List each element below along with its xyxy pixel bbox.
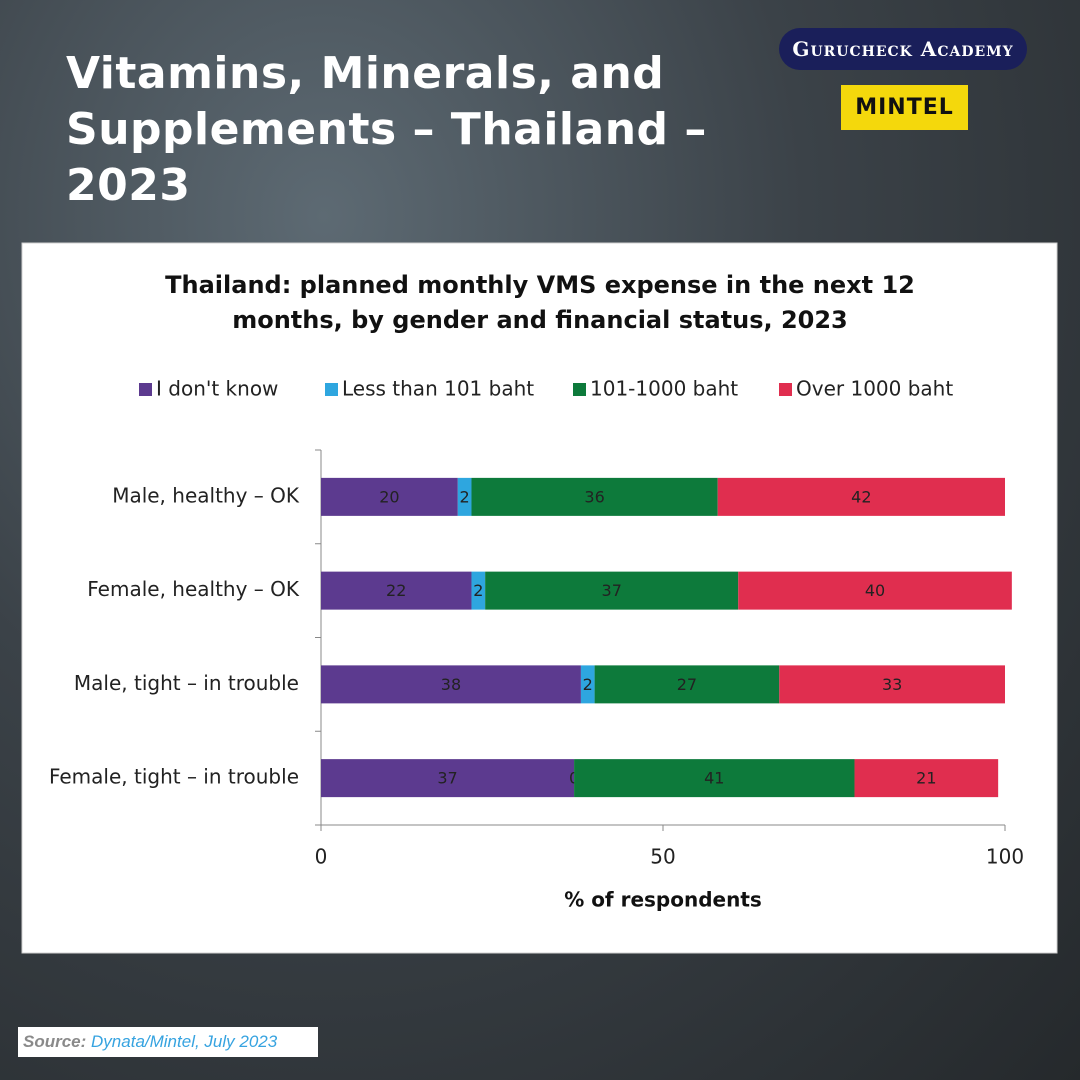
x-tick-label: 100	[986, 845, 1024, 869]
data-label: 40	[865, 581, 885, 600]
data-label: 37	[437, 769, 457, 788]
y-tick-label: Female, tight – in trouble	[49, 765, 299, 789]
legend-swatch	[779, 383, 792, 396]
legend-label: I don't know	[156, 377, 278, 401]
data-label: 20	[379, 487, 399, 506]
data-label: 2	[473, 581, 483, 600]
bar-segment	[471, 477, 718, 516]
legend-label: Less than 101 baht	[342, 377, 534, 401]
data-label: 37	[602, 581, 622, 600]
x-tick-label: 0	[315, 845, 328, 869]
data-label: 27	[677, 675, 697, 694]
data-label: 21	[916, 769, 936, 788]
y-tick-label: Male, healthy – OK	[112, 483, 300, 507]
bar-segment	[779, 665, 1005, 704]
bar-segment	[580, 665, 595, 704]
chart-title: Thailand: planned monthly VMS expense in…	[165, 271, 915, 334]
source-label: Source:	[23, 1032, 87, 1051]
legend-label: Over 1000 baht	[796, 377, 953, 401]
source-text: Dynata/Mintel, July 2023	[91, 1032, 278, 1051]
bar-segment	[457, 477, 472, 516]
data-label: 2	[460, 487, 470, 506]
bar-segment	[485, 571, 739, 610]
bar-segment	[321, 571, 472, 610]
bar-segment	[574, 759, 855, 798]
data-label: 41	[704, 769, 724, 788]
bar-segment	[321, 477, 458, 516]
data-label: 33	[882, 675, 902, 694]
bar-segment	[717, 477, 1005, 516]
legend-swatch	[139, 383, 152, 396]
x-tick-label: 50	[650, 845, 675, 869]
bar-segment	[594, 665, 780, 704]
data-label: 36	[584, 487, 604, 506]
y-tick-label: Female, healthy – OK	[87, 577, 300, 601]
legend-swatch	[325, 383, 338, 396]
bar-segment	[471, 571, 486, 610]
bar-segment	[854, 759, 999, 798]
data-label: 38	[441, 675, 461, 694]
data-label: 42	[851, 487, 871, 506]
y-tick-label: Male, tight – in trouble	[74, 671, 299, 695]
bar-segment	[738, 571, 1012, 610]
logo: MINTEL	[841, 85, 968, 130]
x-axis-label: % of respondents	[564, 888, 762, 912]
legend-swatch	[573, 383, 586, 396]
header-title: Vitamins, Minerals, and Supplements – Th…	[66, 48, 707, 211]
data-label: 22	[386, 581, 406, 600]
bar-segment	[321, 665, 581, 704]
source: Source: Dynata/Mintel, July 2023	[18, 1027, 318, 1057]
brand: Gurucheck Academy	[779, 28, 1027, 70]
data-label: 2	[583, 675, 593, 694]
bar-segment	[321, 759, 575, 798]
legend-label: 101-1000 baht	[590, 377, 738, 401]
